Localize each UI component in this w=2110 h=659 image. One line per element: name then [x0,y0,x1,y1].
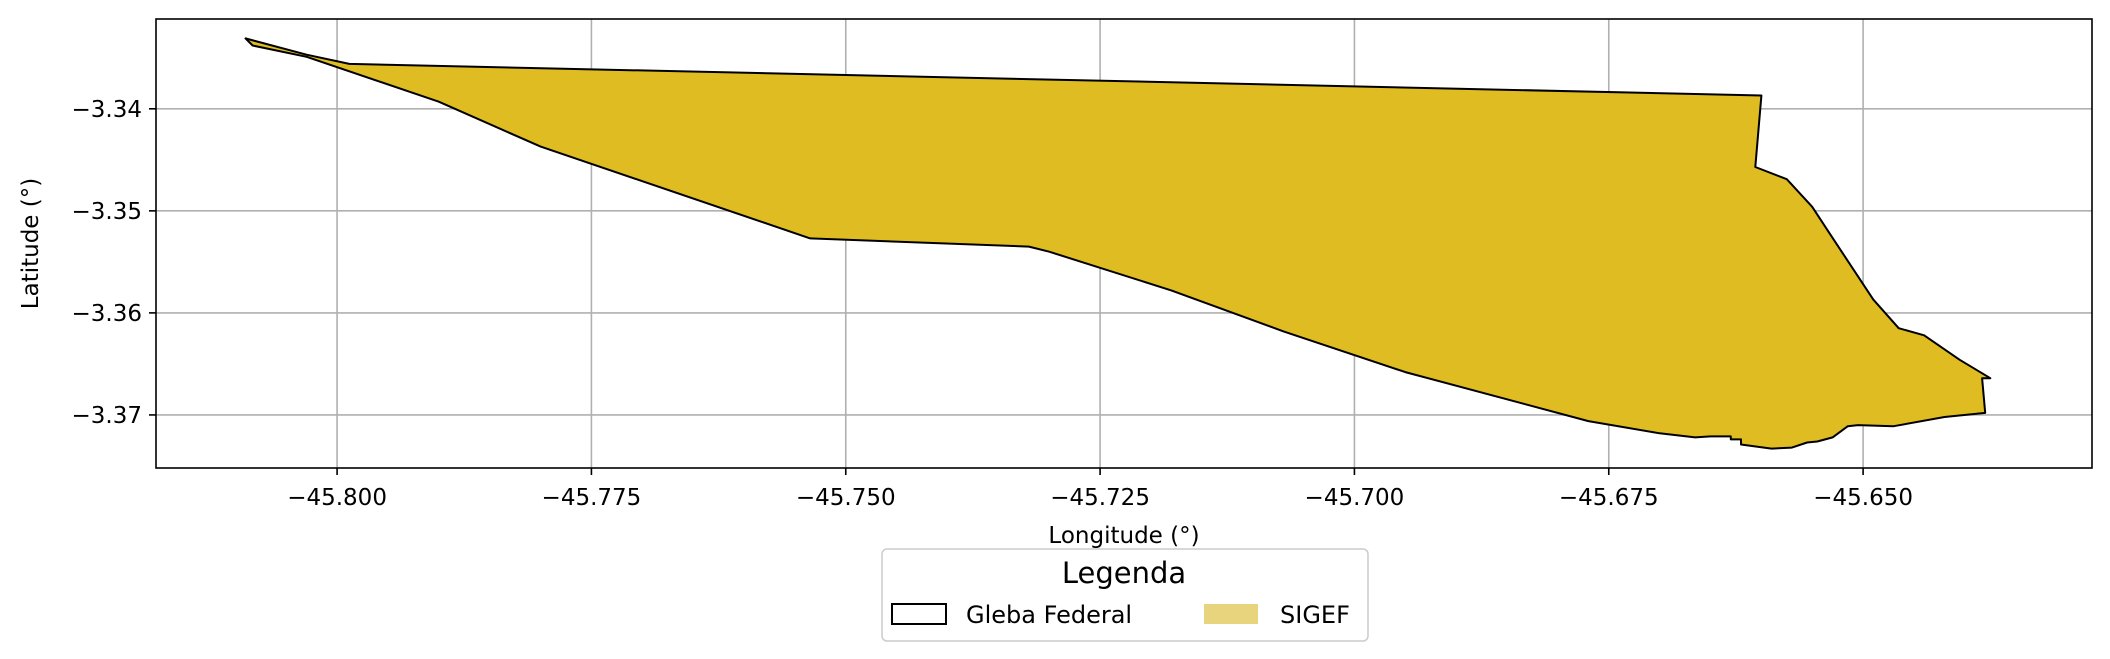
axes-frame [155,18,2093,469]
sigef-polygon [244,37,1992,450]
x-axis-ticks: −45.800 −45.775 −45.750 −45.725 −45.700 −45.6… [287,468,1913,511]
x-tick-label: −45.650 [1813,485,1913,511]
x-tick-label: −45.800 [287,485,387,511]
x-tick-label: −45.700 [1305,485,1405,511]
x-axis-label: Longitude (°) [1048,523,1199,549]
y-tick-label: −3.35 [72,199,142,225]
legend-swatch-sigef [1204,604,1258,624]
legend-title: Legenda [1062,556,1186,590]
x-tick-label: −45.675 [1559,485,1659,511]
y-axis-label: Latitude (°) [18,178,44,309]
legend: Legenda Gleba Federal SIGEF [881,548,1369,642]
y-axis-ticks: −3.34 −3.35 −3.36 −3.37 [72,97,156,429]
polygon-layer [244,37,1992,450]
y-tick-label: −3.34 [72,97,142,123]
x-tick-label: −45.725 [1050,485,1150,511]
y-tick-label: −3.36 [72,301,142,327]
legend-label-gleba-federal: Gleba Federal [966,601,1132,629]
legend-swatch-gleba-federal [891,603,947,625]
y-tick-label: −3.37 [72,403,142,429]
x-tick-label: −45.775 [542,485,642,511]
x-tick-label: −45.750 [796,485,896,511]
legend-label-sigef: SIGEF [1280,601,1350,629]
